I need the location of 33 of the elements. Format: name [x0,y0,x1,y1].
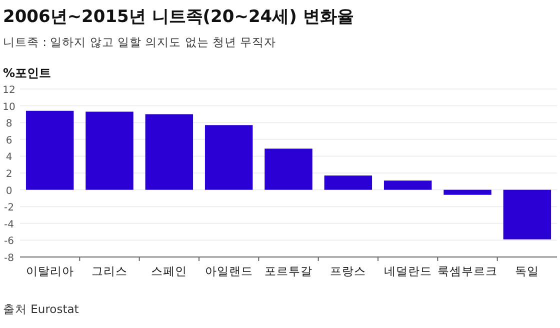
y-tick-label: -2 [4,202,14,214]
chart-subtitle: 니트족 : 일하지 않고 일할 의지도 없는 청년 무직자 [3,35,276,49]
bar [145,114,194,190]
y-axis-title: %포인트 [3,66,52,80]
bar [384,180,432,190]
y-tick-label: 0 [6,186,12,197]
bar [204,125,253,190]
x-tick-label: 스페인 [151,264,188,278]
y-tick-label: -6 [4,236,14,248]
x-tick-label: 아일랜드 [204,264,253,278]
source-note: 출처 Eurostat [3,302,80,316]
y-tick-label: 10 [2,102,16,113]
bar [26,110,74,190]
x-tick-label: 룩셈부르크 [438,264,498,278]
y-tick-label: 6 [6,135,12,146]
bar [264,148,312,190]
bar [503,190,552,240]
y-tick-label: -8 [4,253,14,264]
y-tick-label: 12 [2,85,16,96]
y-tick-label: -4 [4,219,14,230]
x-tick-label: 프랑스 [330,264,366,278]
y-tick-label: 2 [6,169,12,180]
x-tick-label: 그리스 [92,264,128,278]
x-tick-label: 포르투갈 [264,264,312,278]
bar [324,176,372,190]
x-tick-label: 네덜란드 [384,264,432,278]
bar [444,190,492,195]
y-tick-label: 8 [6,118,12,130]
y-tick-label: 4 [6,152,12,164]
x-tick-label: 이탈리아 [26,264,74,278]
chart-title: 2006년~2015년 니트족(20~24세) 변화율 [3,7,354,27]
x-tick-label: 독일 [515,264,540,278]
bar [86,112,134,190]
